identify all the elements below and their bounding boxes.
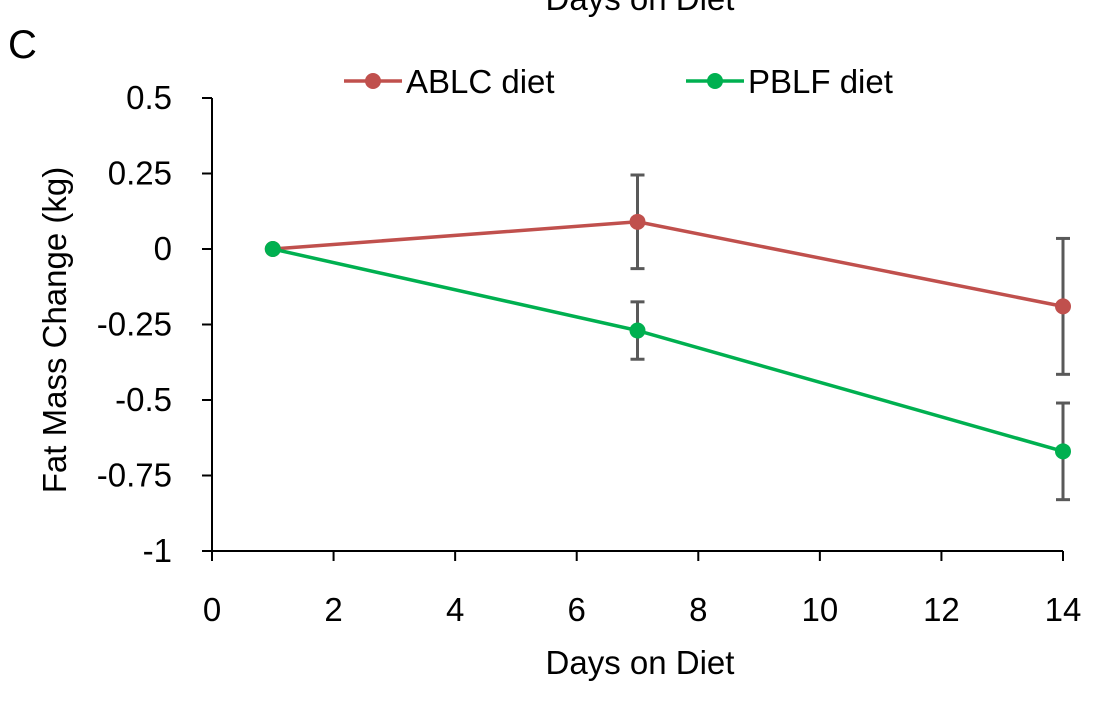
series-line [272,247,1064,454]
error-bars [630,173,1070,502]
x-tick-label: 0 [203,591,221,628]
x-tick-label: 2 [324,591,342,628]
x-tick-label: 6 [568,591,586,628]
data-point [1055,298,1071,315]
x-tick-label: 4 [446,591,464,628]
x-axis-label: Days on Diet [546,644,735,681]
legend-marker [365,73,381,89]
panel-label: C [8,23,37,67]
y-tick-label: -0.75 [97,457,172,494]
y-tick-label: 0.25 [108,155,172,192]
data-point [629,322,646,339]
y-tick-label: 0 [154,230,172,267]
legend: ABLC diet PBLF diet [344,63,893,100]
x-tick-label: 10 [801,591,838,628]
x-axis-ticks: 0 2 4 6 8 10 12 14 [203,551,1082,628]
legend-label: PBLF diet [748,63,893,100]
y-tick-label: -0.5 [115,381,172,418]
legend-marker [707,73,723,89]
legend-label: ABLC diet [406,63,555,100]
x-tick-label: 14 [1045,591,1082,628]
series-line [272,220,1064,309]
series-lines [264,213,1071,460]
y-axis-label: Fat Mass Change (kg) [36,167,73,493]
x-tick-label: 12 [923,591,960,628]
data-point [264,241,281,257]
x-tick-label: 8 [689,591,707,628]
data-point [1055,443,1071,460]
y-tick-label: -1 [143,532,172,569]
y-tick-label: -0.25 [97,306,172,343]
cropped-top-axis-title: Days on Diet [546,0,735,17]
y-tick-label: 0.5 [126,79,172,116]
data-point [629,213,646,230]
y-axis-ticks: 0.5 0.25 0 -0.25 -0.5 -0.75 -1 [97,79,212,569]
